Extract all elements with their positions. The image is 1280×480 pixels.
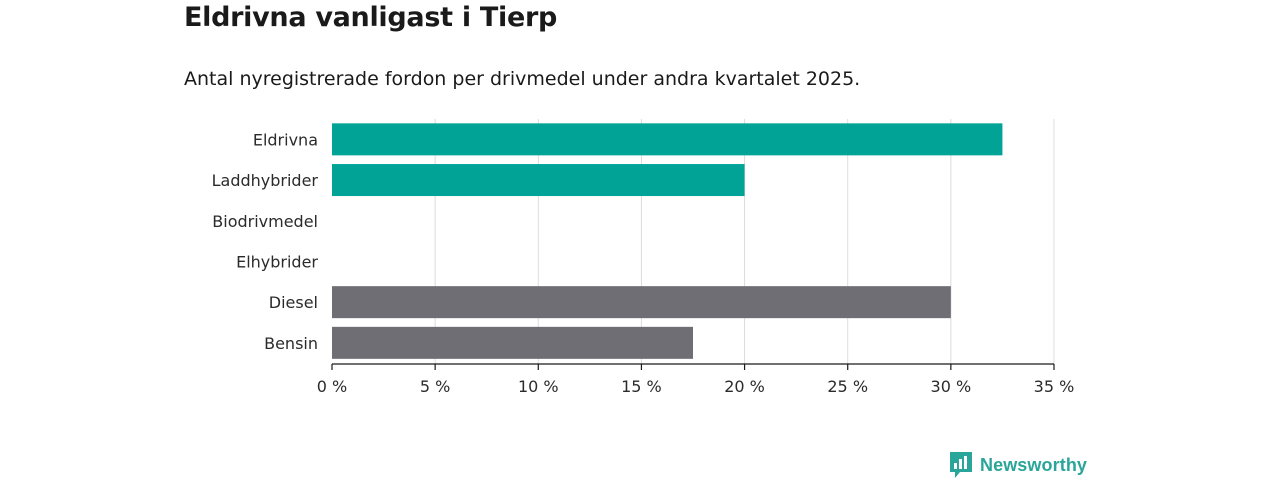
category-label: Biodrivmedel — [212, 212, 318, 231]
x-tick-label: 5 % — [420, 377, 450, 396]
bar-diesel — [332, 286, 951, 319]
x-axis: 0 % 5 % 10 % 15 % 20 % 25 % 30 % 35 % — [317, 363, 1075, 396]
category-label: Elhybrider — [236, 252, 318, 271]
newsworthy-logo: Newsworthy — [948, 450, 1087, 480]
category-label: Eldrivna — [253, 130, 318, 149]
bar-bensin — [332, 326, 693, 359]
x-tick-label: 15 % — [621, 377, 662, 396]
category-labels: Eldrivna Laddhybrider Biodrivmedel Elhybrid… — [212, 130, 319, 353]
x-tick-label: 0 % — [317, 377, 347, 396]
category-label: Bensin — [264, 334, 318, 353]
x-tick-label: 25 % — [827, 377, 868, 396]
x-tick-label: 30 % — [931, 377, 972, 396]
category-label: Laddhybrider — [212, 171, 319, 190]
bar-laddhybrider — [332, 164, 745, 197]
bar-eldrivna — [332, 123, 1003, 156]
chart-subtitle: Antal nyregistrerade fordon per drivmede… — [184, 68, 861, 90]
bars — [332, 123, 1003, 359]
grid-lines — [434, 119, 1055, 364]
category-label: Diesel — [269, 293, 318, 312]
x-tick-label: 10 % — [518, 377, 559, 396]
x-tick-label: 35 % — [1034, 377, 1075, 396]
chart-title: Eldrivna vanligast i Tierp — [184, 2, 557, 33]
x-tick-label: 20 % — [724, 377, 765, 396]
newsworthy-logo-icon — [950, 452, 972, 478]
newsworthy-logo-text: Newsworthy — [980, 454, 1088, 475]
